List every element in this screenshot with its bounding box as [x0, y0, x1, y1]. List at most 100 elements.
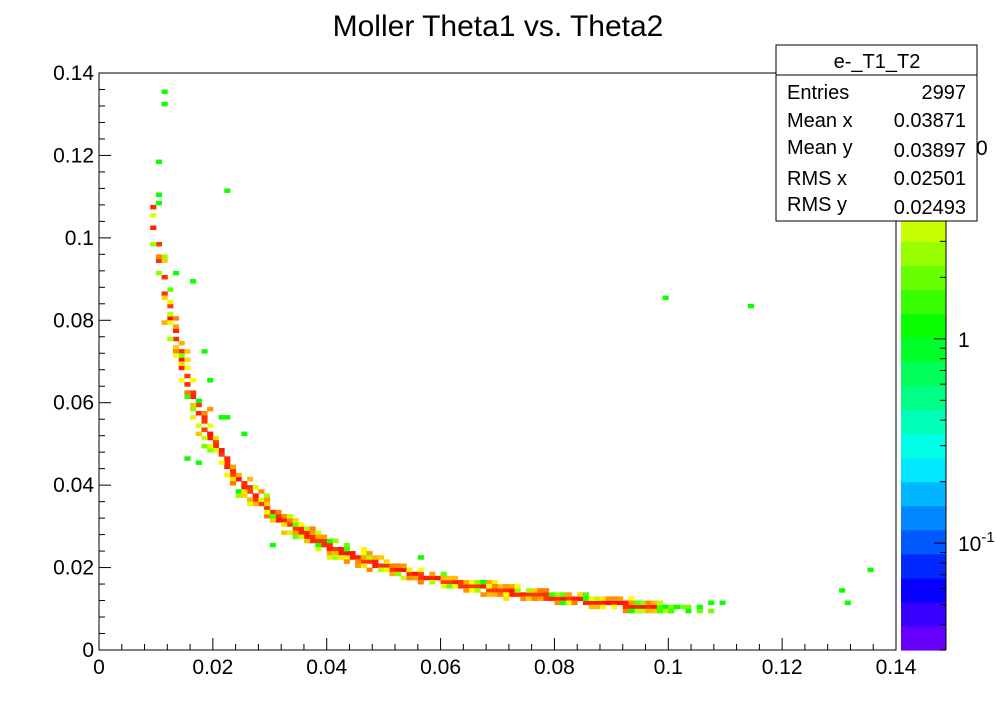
heatmap-cell [377, 567, 385, 573]
heatmap-cell [628, 604, 635, 610]
heatmap-cell [315, 546, 322, 552]
heatmap-cell [605, 596, 612, 601]
stats-label-entries: Entries [787, 82, 849, 104]
x-tick-label: 0.04 [306, 656, 347, 679]
x-tick-label: 0.02 [192, 656, 233, 679]
heatmap-cell [150, 225, 157, 231]
heatmap-cell [463, 584, 470, 589]
heatmap-cell [571, 596, 578, 601]
heatmap-cell [321, 534, 328, 540]
heatmap-cell [514, 588, 521, 593]
heatmap-cell [286, 522, 293, 527]
heatmap-cell [195, 402, 202, 408]
heatmap-cell [560, 596, 567, 601]
heatmap-cell [190, 415, 197, 420]
heatmap-cell [264, 497, 271, 503]
heatmap-cell [332, 546, 339, 552]
heatmap-cell [184, 382, 191, 387]
heatmap-cell [326, 546, 333, 552]
palette-band [901, 625, 946, 651]
heatmap-cell [469, 588, 476, 593]
heatmap-cell [622, 608, 629, 614]
heatmap-cell [224, 472, 231, 478]
heatmap-cell [366, 559, 373, 564]
heatmap-cell [315, 538, 322, 544]
heatmap-cell [275, 518, 282, 523]
heatmap-cell [264, 493, 271, 498]
heatmap-cell [184, 373, 191, 379]
heatmap-cell [474, 588, 481, 593]
heatmap-cell [508, 584, 515, 589]
x-tick-label: 0.1 [654, 656, 683, 679]
heatmap-cell [275, 509, 282, 515]
heatmap-cell [406, 567, 413, 573]
heatmap-cell [651, 604, 658, 610]
heatmap-cell [417, 567, 424, 573]
heatmap-cell [673, 604, 681, 610]
heatmap-cell [264, 505, 271, 511]
heatmap-cell [594, 596, 601, 601]
heatmap-cell [503, 588, 510, 593]
y-tick-label: 0.06 [53, 392, 94, 415]
heatmap-cell [343, 555, 350, 560]
heatmap-cell [531, 596, 538, 601]
heatmap-cell [645, 604, 652, 610]
heatmap-cell [252, 493, 259, 498]
heatmap-cell [303, 534, 311, 540]
heatmap-cell [321, 538, 328, 544]
heatmap-cell [588, 604, 595, 610]
stats-label-mean-y: Mean y [787, 137, 853, 159]
heatmap-cell [326, 555, 333, 560]
stats-value-entries: 2997 [922, 82, 967, 104]
heatmap-cell [218, 452, 225, 457]
heatmap-cell [400, 567, 407, 573]
heatmap-cell [281, 530, 288, 535]
palette-band [901, 529, 946, 555]
heatmap-cell [173, 349, 180, 354]
heatmap-cell [508, 588, 515, 593]
heatmap-cell [173, 336, 180, 342]
heatmap-cell [292, 526, 299, 531]
heatmap-cell [241, 431, 248, 437]
heatmap-cell [503, 596, 510, 601]
heatmap-cell [360, 555, 367, 560]
heatmap-cell [247, 485, 254, 490]
heatmap-cell [298, 526, 305, 531]
heatmap-cell [343, 542, 350, 548]
heatmap-cell [389, 563, 396, 568]
heatmap-cell [469, 584, 476, 589]
heatmap-cell [150, 204, 157, 210]
heatmap-cell [178, 340, 185, 346]
heatmap-cell [292, 518, 299, 523]
heatmap-cell [229, 468, 237, 474]
heatmap-cell [292, 534, 299, 540]
heatmap-cell [446, 579, 453, 585]
heatmap-cell [395, 567, 402, 573]
heatmap-cell [429, 571, 436, 577]
heatmap-cell [207, 448, 214, 453]
heatmap-cell [150, 213, 157, 218]
heatmap-cell [150, 241, 157, 247]
heatmap-cell [474, 584, 481, 589]
heatmap-cell [497, 584, 504, 589]
heatmap-cell [429, 575, 436, 581]
heatmap-cell [582, 592, 589, 597]
heatmap-cell [525, 588, 533, 593]
heatmap-cell [685, 604, 692, 610]
heatmap-cell [400, 563, 407, 568]
palette-band [901, 289, 946, 315]
heatmap-cell [190, 390, 197, 395]
heatmap-cell [360, 563, 367, 568]
heatmap-cell [588, 596, 595, 601]
heatmap-cell [315, 534, 322, 540]
heatmap-cell [412, 571, 419, 577]
heatmap-cell [190, 406, 197, 412]
heatmap-cell [241, 481, 248, 486]
heatmap-cell [155, 200, 163, 206]
heatmap-cell [195, 410, 202, 416]
y-tick-label: 0.14 [53, 62, 94, 85]
heatmap-cell [184, 349, 191, 354]
heatmap-cell [491, 584, 498, 589]
palette-band [901, 361, 946, 387]
